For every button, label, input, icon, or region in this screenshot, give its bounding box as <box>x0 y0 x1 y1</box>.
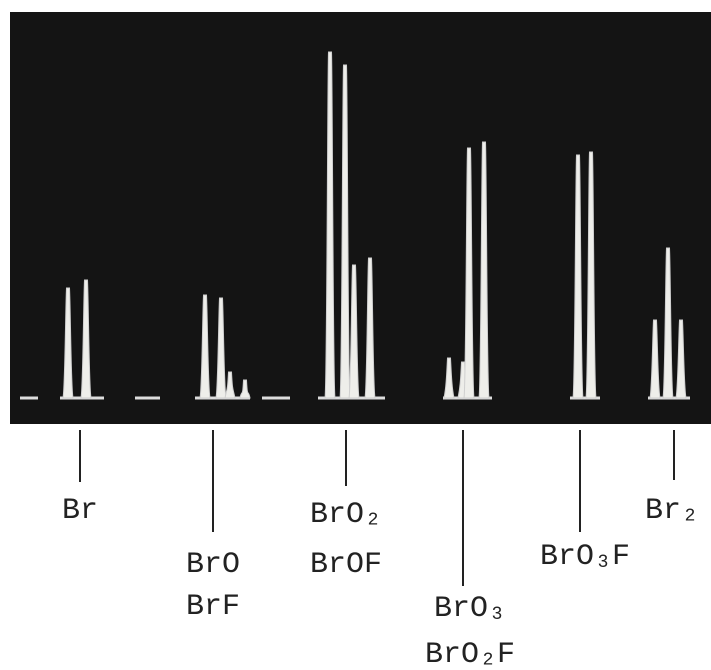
label: BrO₃ <box>434 592 506 626</box>
page: {"labels": [ {"lines": ["Br"]}, {"lines"… <box>0 0 711 670</box>
label: Br₂ <box>645 494 699 528</box>
oscilloscope-screen <box>10 12 711 424</box>
label: BrF <box>186 590 240 624</box>
label: BrO₂F <box>425 638 515 670</box>
label: BrO <box>186 548 240 582</box>
label: Br <box>62 494 98 528</box>
figure: Br BrO BrF BrO₂ BrOF BrO₃ BrO₂F BrO₃F Br… <box>0 0 711 670</box>
label: BrOF <box>310 548 382 582</box>
label: BrO₃F <box>540 540 630 574</box>
labels: Br BrO BrF BrO₂ BrOF BrO₃ BrO₂F BrO₃F Br… <box>62 494 699 670</box>
label: BrO₂ <box>310 498 382 532</box>
